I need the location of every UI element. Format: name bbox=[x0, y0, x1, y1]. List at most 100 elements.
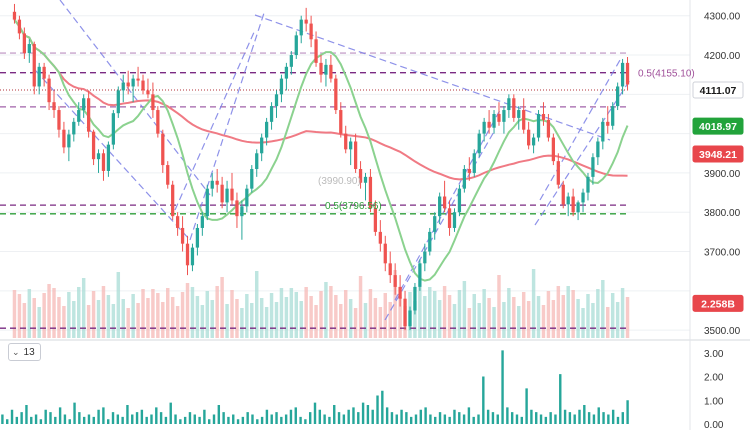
candle-body bbox=[373, 208, 378, 232]
indicator-bar bbox=[116, 414, 120, 424]
trend-line bbox=[539, 59, 621, 201]
volume-bar bbox=[398, 297, 402, 338]
candle-body bbox=[146, 90, 150, 95]
candle-body bbox=[358, 169, 363, 183]
volume-bar bbox=[502, 302, 506, 338]
candle-body bbox=[245, 188, 249, 207]
indicator-label-button[interactable]: ⌄ 13 bbox=[8, 343, 41, 361]
indicator-bar bbox=[284, 414, 288, 424]
volume-bar bbox=[166, 288, 170, 338]
indicator-bar bbox=[525, 388, 528, 424]
candle-body bbox=[136, 78, 140, 81]
indicator-bar bbox=[34, 414, 38, 424]
indicator-bar bbox=[270, 414, 273, 424]
candle-body bbox=[289, 55, 293, 67]
volume-bar bbox=[170, 297, 175, 338]
volume-bar bbox=[442, 286, 447, 338]
indicator-bar bbox=[140, 409, 144, 424]
candle-body bbox=[27, 44, 31, 54]
price-tick-label: 3900.00 bbox=[704, 169, 741, 180]
candle-body bbox=[353, 141, 358, 169]
candle-body bbox=[625, 62, 630, 85]
candle-body bbox=[175, 216, 180, 228]
volume-bar bbox=[343, 290, 348, 338]
volume-bar bbox=[195, 296, 200, 338]
indicator-bar bbox=[429, 414, 432, 424]
candle-body bbox=[235, 200, 239, 217]
indicator-bar bbox=[501, 350, 504, 424]
candle-body bbox=[611, 106, 615, 126]
volume-bar bbox=[284, 297, 289, 338]
indicator-bar bbox=[174, 414, 177, 424]
indicator-bar bbox=[212, 414, 216, 424]
volume-bar bbox=[472, 294, 476, 338]
indicator-bar bbox=[443, 414, 447, 424]
volume-bar bbox=[413, 301, 417, 338]
chevron-down-icon: ⌄ bbox=[12, 346, 20, 357]
indicator-bar bbox=[472, 416, 475, 424]
indicator-bar bbox=[313, 402, 317, 424]
indicator-bar bbox=[318, 409, 322, 424]
volume-bar bbox=[353, 308, 358, 338]
candle-body bbox=[82, 98, 86, 111]
volume-bar bbox=[492, 307, 496, 338]
candle-body bbox=[586, 176, 590, 193]
volume-bar bbox=[96, 300, 101, 338]
indicator-bar bbox=[458, 412, 461, 424]
annotation-fib-lower: 0.5(3796.56) bbox=[325, 201, 382, 212]
indicator-bar bbox=[217, 405, 221, 424]
volume-bar bbox=[126, 308, 130, 338]
volume-bar bbox=[131, 294, 135, 338]
candle-body bbox=[106, 144, 111, 171]
volume-bar bbox=[116, 272, 121, 338]
candle-body bbox=[299, 19, 303, 36]
candle-body bbox=[571, 196, 575, 213]
candle-body bbox=[180, 227, 185, 244]
volume-bar bbox=[57, 297, 61, 338]
volume-bar bbox=[536, 296, 541, 338]
candle-body bbox=[616, 86, 620, 107]
volume-bar bbox=[378, 307, 383, 338]
candle-body bbox=[438, 196, 442, 217]
volume-bar bbox=[91, 291, 96, 338]
volume-bar bbox=[521, 292, 526, 338]
indicator-bar bbox=[616, 416, 620, 424]
indicator-bar bbox=[587, 412, 591, 424]
candle-body bbox=[62, 129, 66, 148]
volume-bar bbox=[388, 302, 392, 338]
candle-body bbox=[433, 216, 437, 232]
candle-body bbox=[349, 141, 353, 150]
volume-bar bbox=[205, 291, 210, 338]
volume-bar bbox=[210, 300, 214, 338]
price-tag-box bbox=[692, 294, 744, 312]
indicator-bar bbox=[549, 412, 552, 424]
indicator-tick-label: 0.00 bbox=[704, 420, 724, 430]
indicator-bar bbox=[241, 416, 245, 424]
candle-body bbox=[368, 176, 373, 209]
candle-body bbox=[22, 33, 26, 54]
volume-bar bbox=[274, 302, 279, 338]
volume-bar bbox=[86, 305, 91, 338]
indicator-bar bbox=[111, 412, 115, 424]
indicator-bar bbox=[621, 412, 624, 424]
candle-body bbox=[309, 23, 313, 40]
indicator-tick-label: 2.00 bbox=[704, 373, 724, 384]
candle-body bbox=[91, 131, 96, 160]
candle-body bbox=[17, 19, 22, 34]
volume-bar bbox=[566, 286, 570, 338]
price-tag-label: 4111.07 bbox=[700, 85, 737, 97]
volume-bar bbox=[190, 287, 195, 338]
indicator-bar bbox=[304, 419, 307, 424]
volume-bar bbox=[339, 304, 343, 338]
volume-bar bbox=[12, 290, 17, 338]
indicator-bar bbox=[607, 414, 610, 424]
indicator-bar bbox=[434, 416, 437, 424]
indicator-bar bbox=[131, 414, 134, 424]
candle-body bbox=[304, 19, 308, 24]
indicator-bar bbox=[294, 407, 297, 424]
volume-bar bbox=[423, 296, 427, 338]
candle-body bbox=[428, 231, 432, 252]
indicator-bar bbox=[280, 416, 283, 424]
candle-body bbox=[497, 113, 501, 122]
volume-bar bbox=[576, 299, 580, 338]
